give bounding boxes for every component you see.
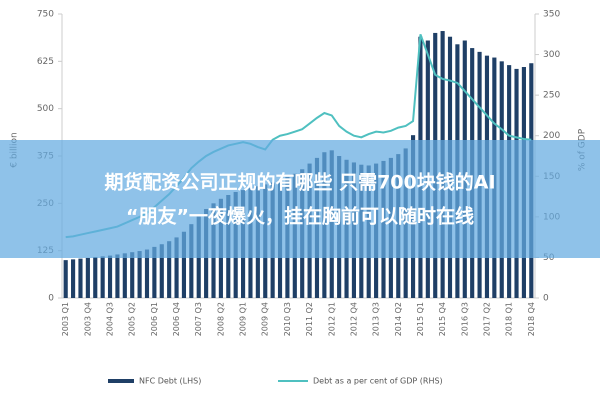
x-tick-label: 2008 Q2 [216, 302, 225, 336]
x-tick-label: 2004 Q3 [106, 302, 115, 336]
x-tick-label: 2005 Q2 [128, 302, 137, 336]
banner [0, 140, 600, 258]
y2-tick-label: 350 [543, 10, 560, 20]
x-tick-label: 2018 Q1 [505, 302, 514, 336]
bar [174, 237, 179, 298]
bar [159, 244, 164, 298]
bar [130, 252, 135, 298]
bar [122, 253, 127, 298]
y-tick-label: 500 [37, 104, 54, 114]
legend-label: Debt as a per cent of GDP (RHS) [313, 377, 443, 386]
bar [189, 224, 194, 298]
y2-tick-label: 0 [543, 294, 549, 304]
y-tick-label: 750 [37, 10, 54, 20]
x-tick-label: 2015 Q1 [416, 302, 425, 336]
bar [115, 254, 120, 298]
x-tick-label: 2018 Q4 [527, 302, 536, 336]
y2-tick-label: 200 [543, 131, 560, 141]
banner-text: 期货配资公司正规的有哪些 只需700块钱的AI [104, 171, 495, 194]
bar [144, 249, 150, 298]
bar [71, 259, 76, 298]
bar [78, 258, 83, 298]
bar [63, 260, 68, 298]
y2-tick-label: 250 [543, 91, 560, 101]
x-tick-label: 2011 Q2 [305, 302, 314, 336]
x-tick-label: 2010 Q3 [283, 302, 292, 336]
bar [100, 256, 105, 298]
x-tick-label: 2014 Q2 [394, 302, 403, 336]
x-tick-label: 2007 Q3 [194, 302, 203, 336]
x-tick-label: 2012 Q1 [327, 302, 336, 336]
x-tick-label: 2009 Q1 [239, 302, 248, 336]
bar [167, 241, 172, 298]
bar [181, 231, 187, 298]
x-tick-label: 2006 Q4 [172, 302, 181, 336]
legend-swatch [108, 379, 134, 383]
y-tick-label: 625 [37, 57, 54, 67]
bar [137, 251, 142, 298]
x-tick-label: 2015 Q4 [438, 302, 447, 336]
y-tick-label: 0 [48, 294, 54, 304]
x-tick-label: 2013 Q3 [372, 302, 381, 336]
banner-text: “朋友”一夜爆火，挂在胸前可以随时在线 [126, 205, 474, 228]
x-tick-label: 2006 Q1 [150, 302, 159, 336]
x-tick-label: 2017 Q2 [482, 302, 491, 336]
y2-tick-label: 300 [543, 50, 560, 60]
bar [85, 257, 90, 298]
x-tick-label: 2012 Q4 [349, 302, 358, 336]
bar [107, 255, 113, 298]
x-tick-label: 2016 Q3 [460, 302, 469, 336]
bar [152, 246, 157, 298]
x-tick-label: 2003 Q1 [61, 302, 70, 336]
x-tick-label: 2003 Q4 [83, 302, 92, 336]
bar [93, 257, 98, 298]
x-tick-label: 2009 Q4 [261, 302, 270, 336]
legend-label: NFC Debt (LHS) [139, 377, 201, 386]
